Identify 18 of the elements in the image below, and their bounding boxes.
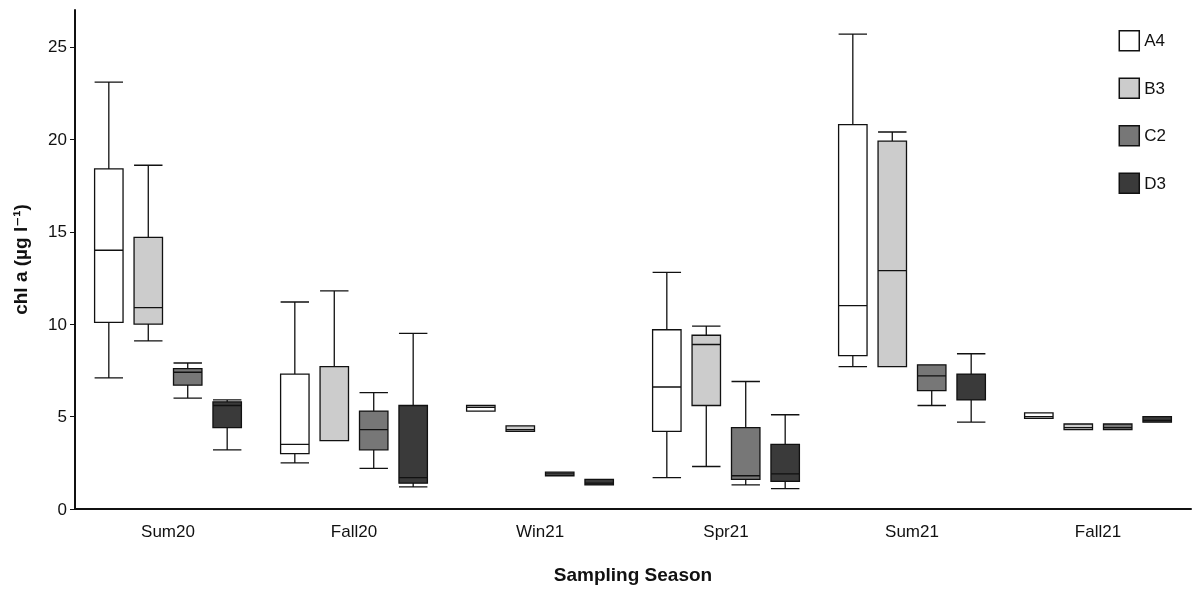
x-axis-title: Sampling Season	[553, 564, 713, 585]
legend-label: B3	[1144, 78, 1166, 98]
y-tick-label: 15	[48, 222, 67, 242]
x-tick-label: Fall21	[1074, 522, 1122, 541]
y-tick-label: 5	[57, 407, 67, 427]
legend-label: A4	[1144, 31, 1166, 51]
x-tick-label: Sum20	[141, 522, 195, 541]
y-tick-label: 0	[57, 499, 67, 519]
x-tick-label: Spr21	[703, 522, 749, 541]
legend-label: C2	[1144, 126, 1166, 146]
x-tick-label: Win21	[515, 522, 565, 541]
x-tick-label: Fall20	[330, 522, 378, 541]
x-tick-label: Sum21	[885, 522, 939, 541]
y-tick-label: 10	[48, 314, 67, 334]
y-axis-title: chl a (µg l⁻¹)	[10, 204, 31, 315]
legend-label: D3	[1144, 173, 1166, 193]
y-tick-label: 20	[48, 129, 67, 149]
y-tick-label: 25	[48, 37, 67, 57]
